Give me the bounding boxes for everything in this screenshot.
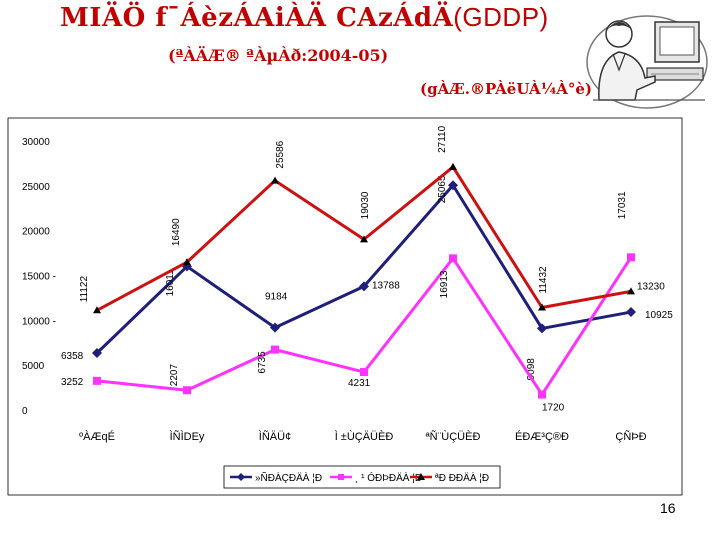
data-point-marker (93, 376, 101, 385)
data-label: 9184 (265, 292, 288, 303)
y-tick-label: 20000 (22, 227, 50, 238)
data-label: 11432 (538, 266, 549, 294)
data-point-marker (448, 180, 458, 191)
data-label: 9098 (526, 358, 537, 381)
data-label: 16490 (171, 218, 182, 246)
data-point-marker (537, 323, 547, 334)
data-point-marker (360, 235, 368, 243)
data-label: 16011 (165, 269, 176, 297)
data-point-marker (360, 368, 368, 377)
person-at-computer-icon (586, 15, 708, 109)
data-point-marker (449, 254, 457, 263)
y-tick-label: 10000 - (22, 316, 56, 327)
data-label: 27110 (437, 125, 448, 153)
slide-title: MIÄÖ f¯ÁèzÁAiÀÄ CAzÁdÄ(GDDP) (60, 2, 549, 33)
data-point-marker (626, 307, 636, 318)
data-point-marker (449, 162, 457, 170)
legend-label: ¸ ¹ ÓÐÞÐÄÀ ¦Ð (355, 471, 422, 484)
unit-label: (gÀÆ.®PÀëUÀ¼À°è) (420, 80, 593, 98)
data-point-marker (271, 176, 279, 184)
data-label: 25586 (275, 140, 286, 168)
data-point-marker (627, 253, 635, 262)
x-tick-label: ÇÑÞÐ (615, 430, 646, 443)
slide-title-main: MIÄÖ f¯ÁèzÁAiÀÄ CAzÁdÄ (60, 3, 454, 33)
x-tick-label: ÉÐÆ³Ç®Ð (515, 430, 569, 443)
data-point-marker (93, 306, 101, 314)
data-label: 2207 (169, 364, 180, 387)
x-tick-label: ªÑ¨ÙÇÜÈÐ (426, 430, 481, 443)
data-point-marker (538, 390, 546, 399)
data-label: 6735 (257, 351, 268, 374)
legend-label: »ÑÐÀÇÐÄÀ ¦Ð (255, 471, 322, 484)
data-label: 16913 (439, 270, 450, 298)
legend-box (223, 465, 501, 489)
data-point-marker (183, 386, 191, 395)
page-number: 16 (660, 500, 676, 516)
data-label: 11122 (79, 276, 90, 303)
data-label: 13788 (372, 280, 400, 291)
data-label: 4231 (348, 378, 371, 389)
x-tick-label: ºÀÆqÉ (79, 430, 115, 443)
y-tick-label: 5000 (22, 361, 45, 372)
data-point-marker (627, 287, 635, 295)
x-tick-label: ÌÑÄÜ¢ (259, 430, 291, 443)
y-tick-label: 25000 (22, 182, 50, 193)
slide-subtitle: (ªÀÄÆ® ªÀµÀð:2004-05) (168, 46, 389, 65)
legend-marker (338, 474, 344, 480)
data-label: 17031 (617, 191, 628, 219)
y-tick-label: 30000 (22, 137, 50, 148)
legend-label: ªÐ ÐÐÄÀ ¦Ð (435, 471, 489, 484)
data-point-marker (538, 303, 546, 311)
data-label: 19030 (360, 191, 371, 219)
y-tick-label: 0 (22, 406, 28, 417)
data-point-marker (270, 322, 280, 333)
chart-frame (7, 117, 683, 496)
x-tick-label: ÌÑÌDEy (170, 430, 205, 443)
x-tick-label: Ì ±ÙÇÄÜÈÐ (335, 430, 394, 443)
data-label: 3252 (61, 377, 84, 388)
y-tick-label: 15000 - (22, 272, 56, 283)
legend-marker (237, 473, 245, 481)
slide-title-abbr: (GDDP) (453, 2, 549, 32)
data-label: 6358 (61, 351, 84, 362)
data-point-marker (271, 345, 279, 354)
data-label: 25065 (437, 175, 448, 203)
data-point-marker (359, 281, 369, 292)
data-label: 13230 (637, 281, 665, 292)
data-point-marker (92, 347, 102, 358)
data-label: 1720 (542, 403, 565, 414)
data-label: 10925 (645, 310, 673, 321)
legend-marker (417, 473, 425, 480)
data-point-marker (183, 258, 191, 266)
